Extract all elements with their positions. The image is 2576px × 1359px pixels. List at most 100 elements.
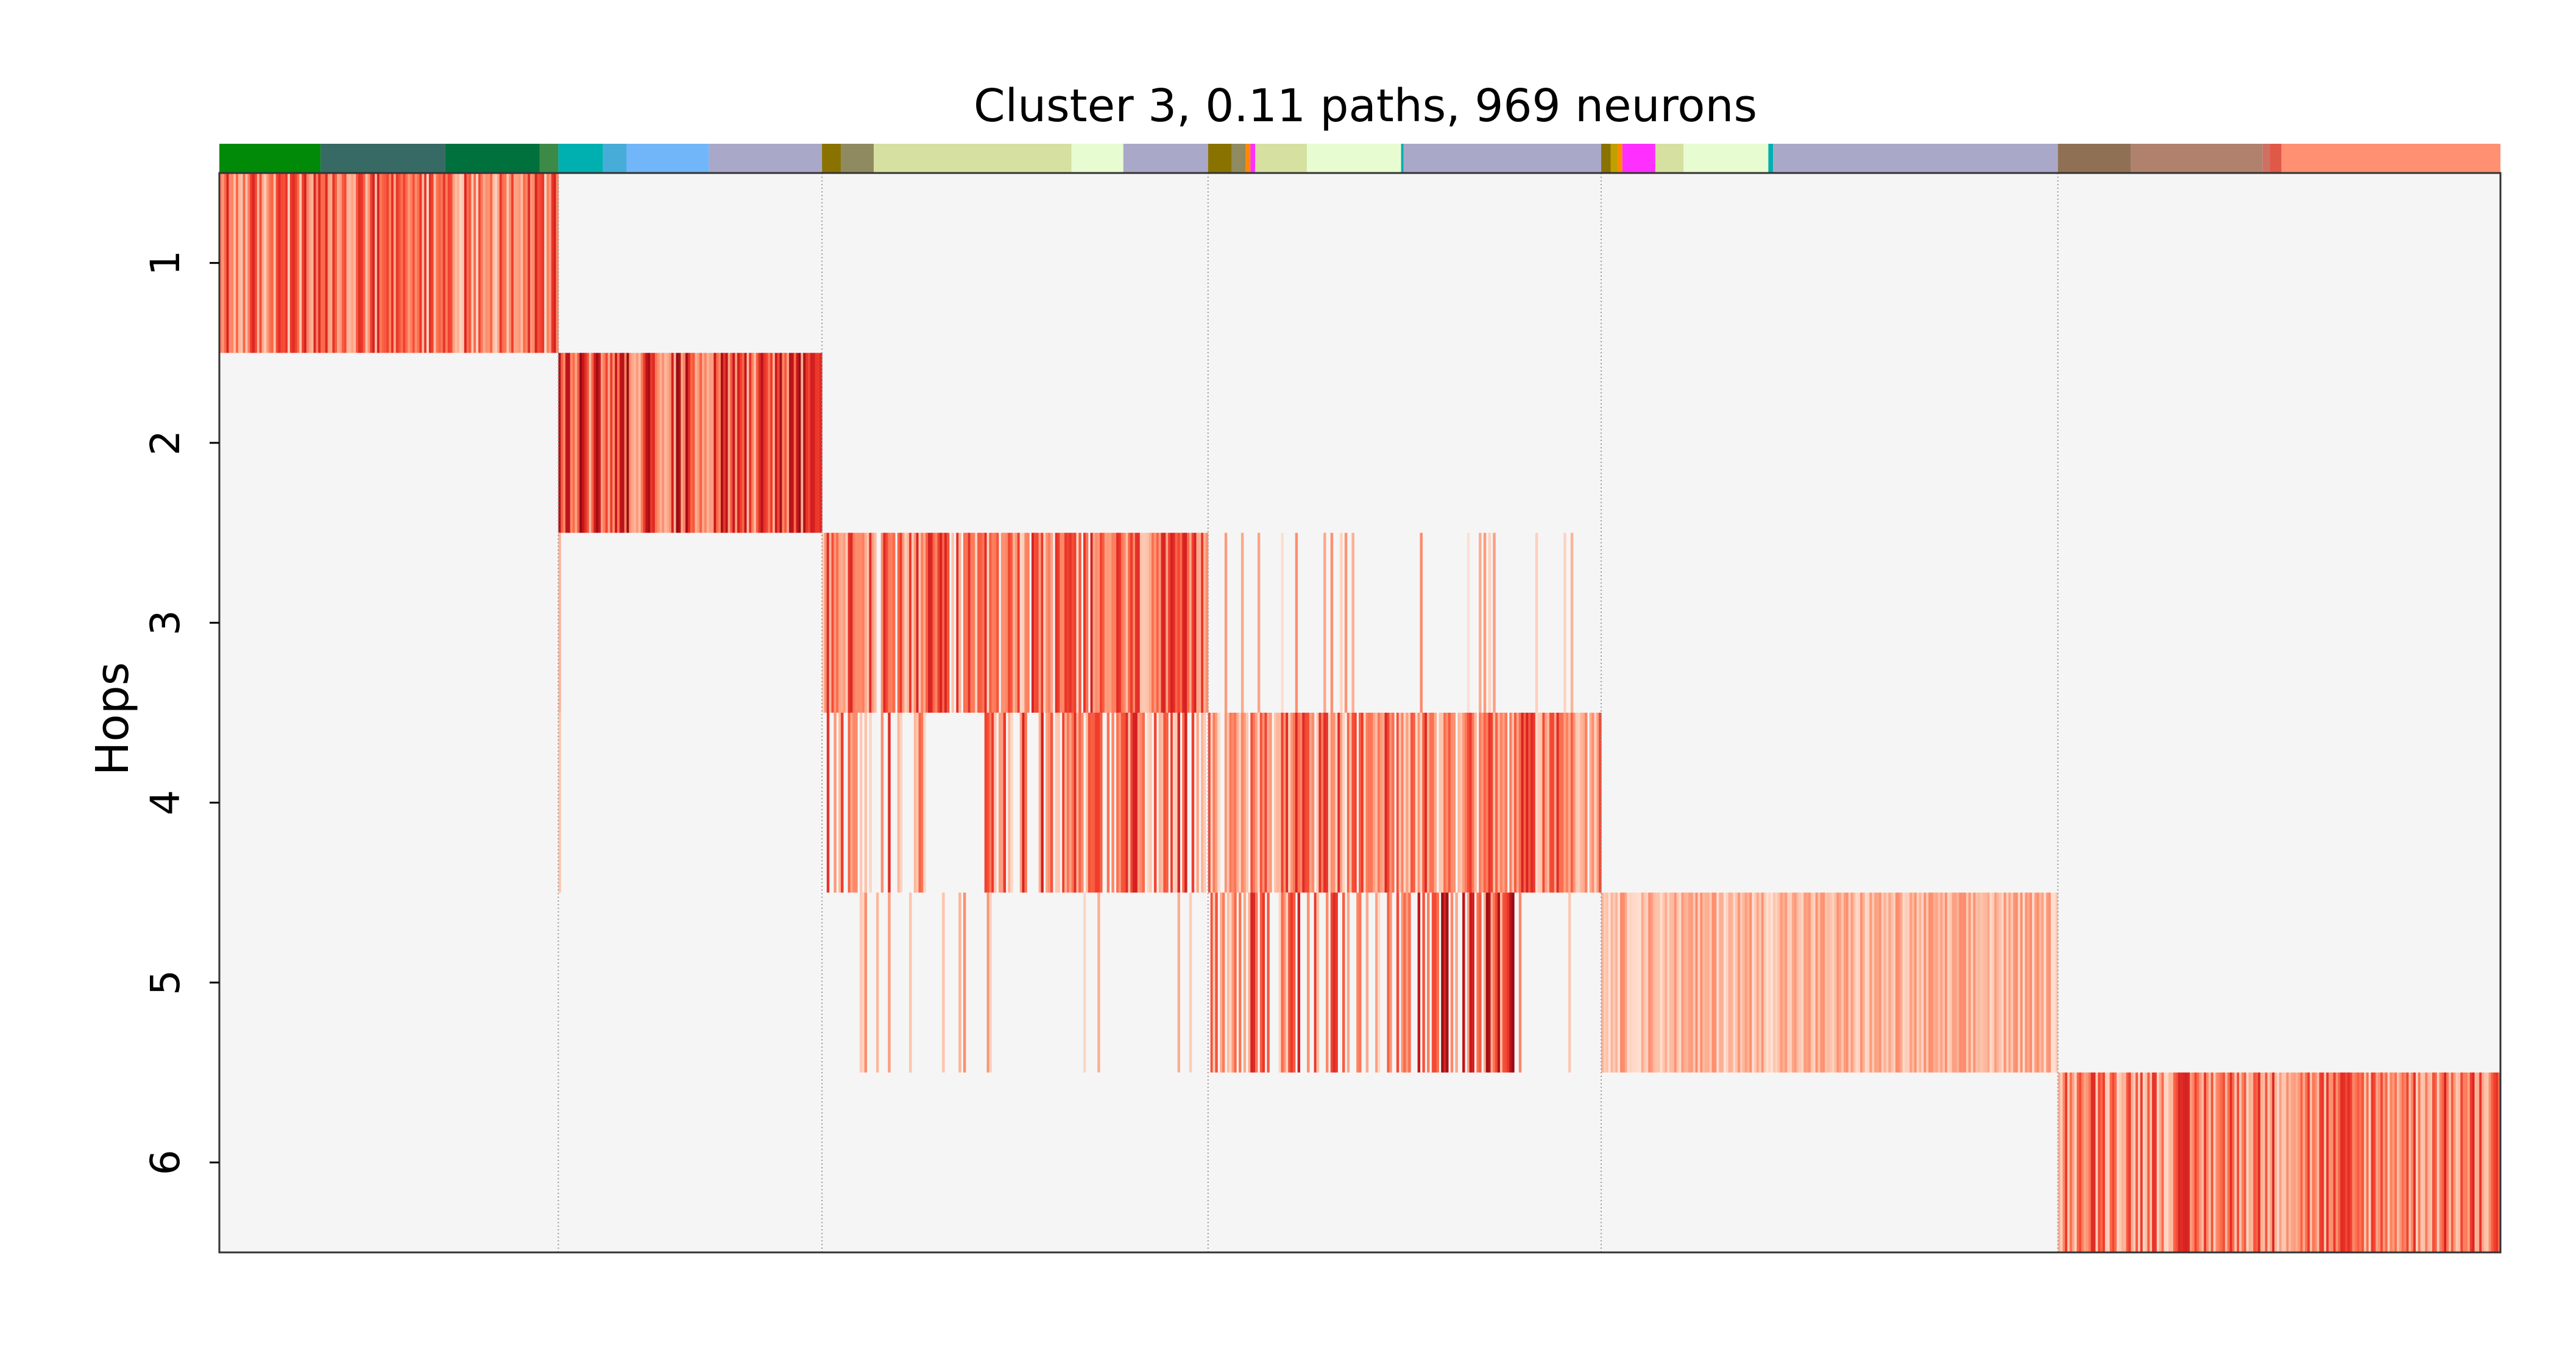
heatmap-cell <box>344 173 347 353</box>
heatmap-cell <box>942 532 945 713</box>
heatmap-cell <box>1690 892 1694 1073</box>
heatmap-cell <box>652 353 656 533</box>
heatmap-cell <box>2262 1072 2266 1252</box>
heatmap-cell <box>1139 713 1143 893</box>
heatmap-cell <box>2131 1072 2134 1252</box>
heatmap-cell <box>1097 892 1100 1073</box>
heatmap-cell <box>859 892 863 1073</box>
category-segment-17 <box>1255 144 1307 173</box>
heatmap-cell <box>2003 892 2007 1073</box>
category-segment-9 <box>841 144 874 173</box>
heatmap-cell <box>2081 1072 2084 1252</box>
heatmap-row-hop-3 <box>558 532 1574 713</box>
heatmap-cell <box>2109 1072 2113 1252</box>
heatmap-cell <box>1949 892 1953 1073</box>
heatmap-cell <box>1203 713 1206 893</box>
heatmap-cell <box>1278 892 1282 1073</box>
heatmap-cell <box>645 353 648 533</box>
heatmap-cell <box>1092 532 1095 713</box>
heatmap-cell <box>2394 1072 2397 1252</box>
heatmap-cell <box>2093 1072 2097 1252</box>
heatmap-cell <box>612 353 615 533</box>
heatmap-cell <box>2039 892 2042 1073</box>
heatmap-cell <box>600 353 604 533</box>
heatmap-cell <box>280 173 283 353</box>
heatmap-cell <box>2472 1072 2475 1252</box>
heatmap-cell <box>1674 892 1677 1073</box>
heatmap-cell <box>2328 1072 2332 1252</box>
heatmap-cell <box>869 713 872 893</box>
heatmap-cell <box>1403 713 1406 893</box>
heatmap-cell <box>1156 532 1159 713</box>
heatmap-cell <box>1671 892 1675 1073</box>
heatmap-cell <box>2460 1072 2463 1252</box>
heatmap-cell <box>991 713 994 893</box>
heatmap-cell <box>1222 892 1225 1073</box>
heatmap-cell <box>1120 713 1124 893</box>
heatmap-cell <box>890 532 893 713</box>
heatmap-cell <box>1332 892 1336 1073</box>
heatmap-cell <box>2319 1072 2322 1252</box>
heatmap-cell <box>1514 713 1517 893</box>
heatmap-cell <box>989 713 992 893</box>
heatmap-cell <box>1488 713 1491 893</box>
heatmap-cell <box>1253 892 1256 1073</box>
heatmap-cell <box>1434 713 1437 893</box>
heatmap-cell <box>648 353 651 533</box>
heatmap-cell <box>1224 532 1228 713</box>
heatmap-cell <box>1255 892 1258 1073</box>
heatmap-cell <box>718 353 721 533</box>
heatmap-cell <box>1632 892 1635 1073</box>
heatmap-cell <box>1267 713 1270 893</box>
heatmap-cell <box>1062 713 1065 893</box>
heatmap-cell <box>553 173 557 353</box>
heatmap-cell <box>2425 1072 2428 1252</box>
heatmap-cell <box>556 173 559 353</box>
heatmap-cell <box>269 173 272 353</box>
heatmap-cell <box>1921 892 1924 1073</box>
heatmap-cell <box>1914 892 1917 1073</box>
heatmap-cell <box>1090 532 1094 713</box>
heatmap-cell <box>2434 1072 2438 1252</box>
heatmap-cell <box>1175 532 1178 713</box>
heatmap-cell <box>1135 532 1138 713</box>
heatmap-cell <box>1504 713 1508 893</box>
heatmap-cell <box>1789 892 1792 1073</box>
heatmap-cell <box>469 173 472 353</box>
heatmap-cell <box>1024 713 1027 893</box>
heatmap-cell <box>2362 1072 2365 1252</box>
category-segment-16 <box>1250 144 1256 173</box>
heatmap-cell <box>1243 892 1247 1073</box>
heatmap-cell <box>1509 713 1512 893</box>
heatmap-cell <box>1923 892 1927 1073</box>
heatmap-cell <box>1803 892 1806 1073</box>
heatmap-cell <box>2335 1072 2338 1252</box>
heatmap-cell <box>471 173 474 353</box>
heatmap-cell <box>252 173 255 353</box>
heatmap-cell <box>2192 1072 2195 1252</box>
heatmap-cell <box>1128 532 1131 713</box>
heatmap-cell <box>1175 713 1178 893</box>
heatmap-cell <box>822 532 825 713</box>
heatmap-cell <box>221 173 225 353</box>
heatmap-cell <box>704 353 707 533</box>
heatmap-cell <box>1130 532 1133 713</box>
heatmap-cell <box>741 353 745 533</box>
heatmap-cell <box>963 532 966 713</box>
heatmap-cell <box>1170 713 1173 893</box>
heatmap-cell <box>1055 713 1058 893</box>
heatmap-cell <box>1346 892 1350 1073</box>
heatmap-cell <box>1825 892 1828 1073</box>
heatmap-cell <box>389 173 392 353</box>
heatmap-cell <box>1064 532 1067 713</box>
heatmap-cell <box>1427 713 1430 893</box>
heatmap-cell <box>226 173 230 353</box>
heatmap-cell <box>1907 892 1910 1073</box>
heatmap-cell <box>1615 892 1618 1073</box>
y-tick-label-2: 2 <box>142 430 189 456</box>
heatmap-cell <box>1573 713 1576 893</box>
heatmap-cell <box>219 173 222 353</box>
heatmap-cell <box>1332 713 1336 893</box>
heatmap-cell <box>1582 713 1585 893</box>
heatmap-cell <box>558 713 561 893</box>
